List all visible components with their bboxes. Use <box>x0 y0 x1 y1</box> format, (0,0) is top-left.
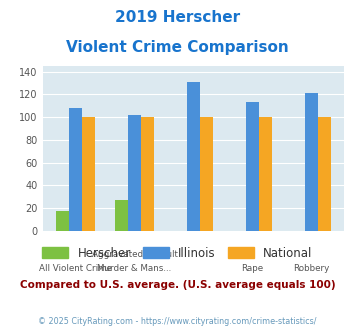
Text: © 2025 CityRating.com - https://www.cityrating.com/crime-statistics/: © 2025 CityRating.com - https://www.city… <box>38 317 317 326</box>
Bar <box>187 82 200 231</box>
Text: Violent Crime Comparison: Violent Crime Comparison <box>66 40 289 54</box>
Text: Murder & Mans...: Murder & Mans... <box>98 264 172 273</box>
Bar <box>259 117 272 231</box>
Bar <box>69 108 82 231</box>
Bar <box>305 93 318 231</box>
Bar <box>56 211 69 231</box>
Bar <box>200 117 213 231</box>
Bar <box>82 117 95 231</box>
Bar <box>128 115 141 231</box>
Bar <box>246 102 259 231</box>
Text: 2019 Herscher: 2019 Herscher <box>115 10 240 25</box>
Text: Rape: Rape <box>241 264 263 273</box>
Bar <box>318 117 331 231</box>
Legend: Herscher, Illinois, National: Herscher, Illinois, National <box>43 247 312 260</box>
Text: All Violent Crime: All Violent Crime <box>39 264 112 273</box>
Text: Robbery: Robbery <box>293 264 329 273</box>
Bar <box>141 117 154 231</box>
Bar <box>115 200 128 231</box>
Text: Compared to U.S. average. (U.S. average equals 100): Compared to U.S. average. (U.S. average … <box>20 280 335 290</box>
Text: Aggravated Assault: Aggravated Assault <box>92 250 178 259</box>
